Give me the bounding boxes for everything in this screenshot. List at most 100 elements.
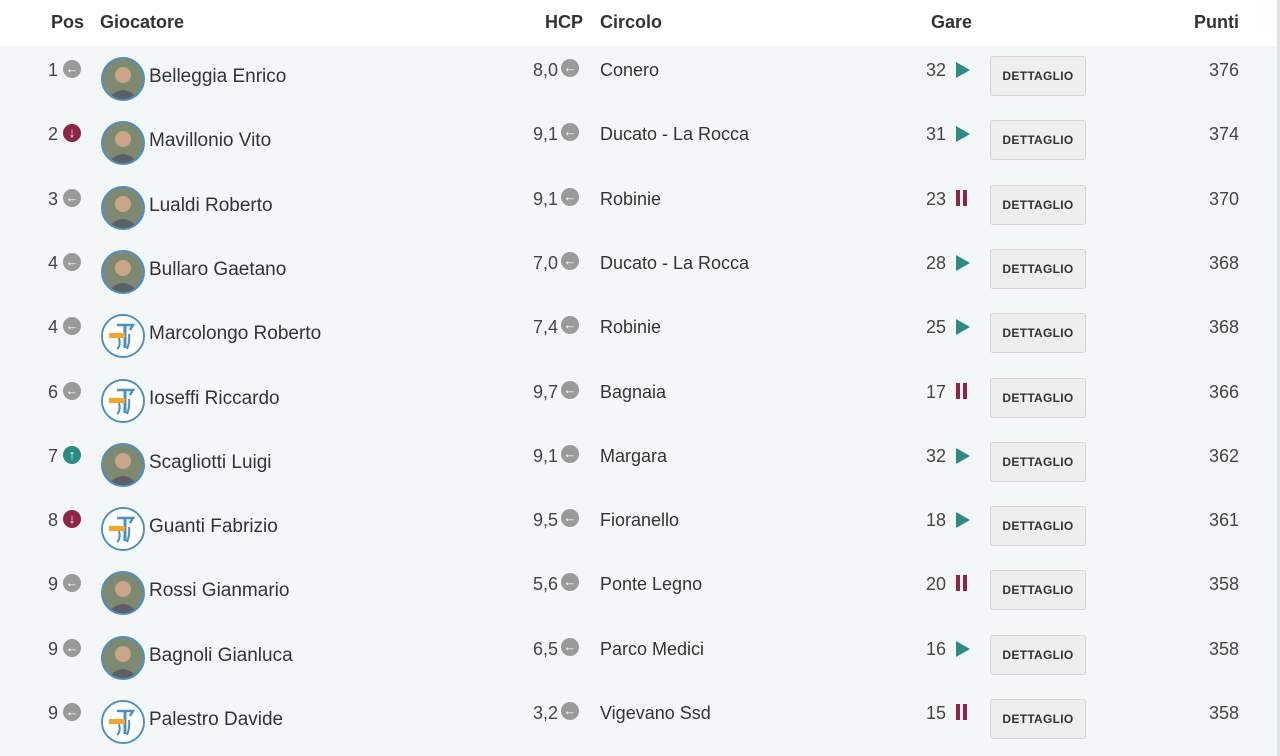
table-row: 1 ← Belleggia Enrico 8,0 ← Conero 32 DETTAGLIO 3… [0,46,1277,110]
pause-icon [954,704,970,722]
player-name[interactable]: Bullaro Gaetano [149,258,287,280]
hcp-trend-unchanged-icon: ← [561,123,579,142]
trend-up-icon: ↑ [63,445,81,464]
avatar[interactable] [101,571,145,616]
position: 9 [48,638,59,659]
detail-button[interactable]: DETTAGLIO [990,248,1086,289]
detail-button[interactable]: DETTAGLIO [990,506,1086,547]
table-row: 8 ↓ Guanti Fabrizio 9,5 ← Fioranello 18 DETTAGL… [0,496,1277,560]
avatar[interactable] [101,121,145,166]
trend-unchanged-icon: ← [63,317,81,336]
avatar-logo[interactable] [101,378,145,423]
leaderboard-table: 1 ← Belleggia Enrico 8,0 ← Conero 32 DETTAGLIO 3… [0,46,1277,756]
points: 362 [1208,445,1239,466]
hcp-trend-unchanged-icon: ← [561,59,579,77]
club-name: Vigevano Ssd [600,703,711,723]
table-header: Pos Giocatore HCP Circolo Gare Punti [0,0,1280,46]
header-points[interactable]: Punti [1194,12,1239,32]
player-name[interactable]: Rossi Gianmario [149,580,290,602]
avatar[interactable] [101,635,145,680]
races-count: 28 [925,252,946,273]
position: 2 [48,124,59,145]
hcp-trend-unchanged-icon: ← [561,702,579,720]
player-name[interactable]: Ioseffi Riccardo [149,387,280,409]
player-name[interactable]: Lualdi Roberto [149,194,273,216]
table-row: 4 ← Bullaro Gaetano 7,0 ← Ducato - La Rocca 28… [0,239,1277,303]
pause-icon [954,382,970,401]
trend-down-icon: ↓ [63,124,81,143]
detail-button[interactable]: DETTAGLIO [990,570,1086,611]
races-count: 32 [925,445,946,466]
points: 361 [1208,510,1239,531]
play-icon [956,62,970,78]
handicap: 5,6 [532,574,558,595]
detail-button[interactable]: DETTAGLIO [990,184,1086,225]
races-count: 16 [925,638,946,659]
play-icon [956,640,970,657]
position: 4 [48,252,59,273]
detail-button[interactable]: DETTAGLIO [990,441,1086,482]
avatar-logo[interactable] [101,507,145,552]
detail-button[interactable]: DETTAGLIO [990,377,1086,418]
hcp-trend-unchanged-icon: ← [561,187,579,206]
position: 9 [48,703,59,723]
handicap: 7,4 [532,317,558,338]
player-name[interactable]: Belleggia Enrico [149,66,287,87]
play-icon [956,447,970,464]
header-pos[interactable]: Pos [51,12,85,32]
points: 370 [1208,188,1239,209]
position: 7 [48,445,59,466]
avatar[interactable] [101,57,145,101]
handicap: 7,0 [532,252,558,273]
table-row: 2 ↓ Mavillonio Vito 9,1 ← Ducato - La Rocca 31… [0,110,1277,174]
table-row: 9 ← Bagnoli Gianluca 6,5 ← Parco Medici 16 DETT… [0,625,1277,689]
pause-icon [954,189,970,208]
avatar-logo[interactable] [101,314,145,359]
trend-down-icon: ↓ [63,510,81,529]
player-name[interactable]: Marcolongo Roberto [149,323,322,345]
club-name: Ducato - La Rocca [600,124,750,145]
handicap: 9,1 [532,188,558,209]
avatar-logo[interactable] [101,700,145,744]
club-name: Robinie [600,188,662,209]
club-name: Ponte Legno [600,574,703,595]
trend-unchanged-icon: ← [63,574,81,593]
hcp-trend-unchanged-icon: ← [561,573,579,592]
races-count: 18 [925,510,946,531]
points: 366 [1208,381,1239,402]
position: 1 [48,60,59,80]
races-count: 32 [925,60,946,80]
points: 374 [1208,124,1239,145]
detail-button[interactable]: DETTAGLIO [990,56,1086,96]
header-races[interactable]: Gare [931,12,973,32]
detail-button[interactable]: DETTAGLIO [990,634,1086,675]
club-name: Margara [600,445,668,466]
trend-unchanged-icon: ← [63,381,81,400]
detail-button[interactable]: DETTAGLIO [990,120,1086,161]
table-row: 6 ← Ioseffi Riccardo 9,7 ← Bagnaia 17 DETTAGLIO… [0,368,1277,432]
hcp-trend-unchanged-icon: ← [561,316,579,335]
points: 358 [1208,703,1239,723]
club-name: Ducato - La Rocca [600,252,750,273]
scrollbar-edge [1277,0,1280,756]
player-name[interactable]: Scagliotti Luigi [149,451,272,473]
avatar[interactable] [101,185,145,230]
player-name[interactable]: Mavillonio Vito [149,130,272,152]
player-name[interactable]: Palestro Davide [149,709,284,730]
avatar[interactable] [101,442,145,487]
detail-button[interactable]: DETTAGLIO [990,699,1086,739]
detail-button[interactable]: DETTAGLIO [990,313,1086,354]
player-name[interactable]: Bagnoli Gianluca [149,644,293,666]
avatar[interactable] [101,249,145,294]
header-player[interactable]: Giocatore [100,12,185,32]
position: 8 [48,510,59,531]
header-hcp[interactable]: HCP [545,12,584,32]
trend-unchanged-icon: ← [63,638,81,657]
player-name[interactable]: Guanti Fabrizio [149,516,278,538]
hcp-trend-unchanged-icon: ← [561,637,579,656]
races-count: 23 [925,188,946,209]
header-club[interactable]: Circolo [600,12,663,32]
club-name: Bagnaia [600,381,667,402]
handicap: 8,0 [532,60,558,80]
handicap: 3,2 [532,703,558,723]
